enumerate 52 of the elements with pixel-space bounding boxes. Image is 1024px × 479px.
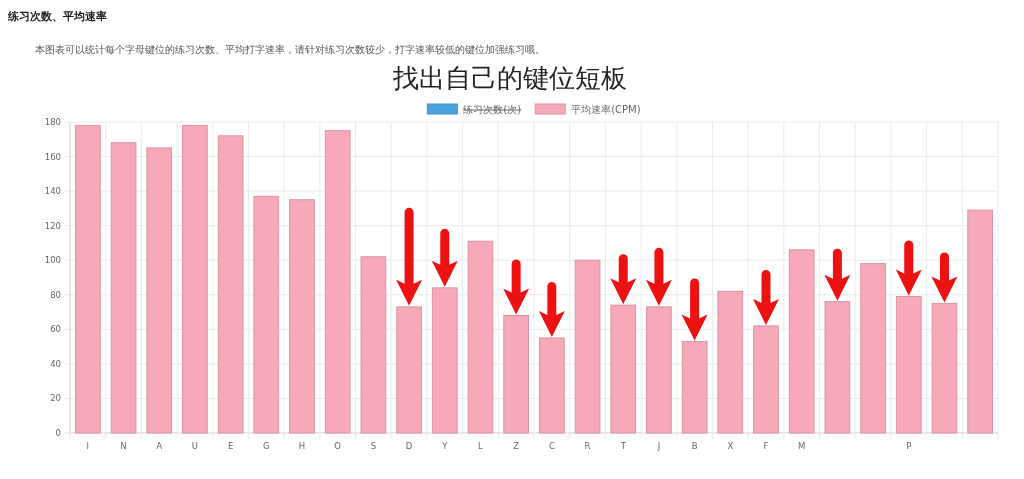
x-tick-label: M — [798, 441, 806, 451]
bar — [182, 124, 208, 434]
x-tick-label: N — [120, 441, 127, 451]
x-tick-label: U — [191, 441, 199, 451]
x-tick-label: F — [763, 441, 769, 451]
legend-label: 平均速率(CPM) — [571, 104, 641, 115]
chart-title: 找出自己的键位短板 — [392, 63, 627, 93]
bar — [360, 256, 387, 434]
x-tick-label: G — [263, 441, 270, 451]
x-tick-label: S — [370, 441, 377, 451]
bar — [967, 209, 993, 434]
bar — [574, 259, 601, 434]
y-tick-label: 100 — [44, 255, 61, 266]
x-tick-label: B — [691, 441, 698, 451]
y-tick-label: 40 — [50, 358, 61, 369]
x-tick-label: Z — [513, 441, 520, 451]
y-tick-label: 0 — [55, 428, 61, 438]
x-tick-label: A — [156, 441, 163, 451]
x-tick-label: C — [548, 441, 555, 451]
y-tick-label: 120 — [44, 220, 61, 231]
bar — [146, 147, 173, 434]
x-tick-label: L — [478, 441, 484, 451]
bar — [324, 130, 351, 434]
x-tick-label: X — [727, 441, 734, 451]
x-tick-label: P — [906, 441, 912, 451]
x-tick-label: D — [405, 441, 413, 451]
bar — [75, 124, 101, 434]
bar — [289, 199, 315, 434]
bar — [717, 290, 744, 434]
x-tick-label: T — [619, 441, 627, 451]
bar — [110, 142, 137, 434]
y-tick-label: 20 — [50, 393, 61, 404]
bar — [253, 195, 280, 434]
bar — [788, 249, 815, 434]
legend-label: 练习次数(次) — [463, 104, 522, 115]
x-tick-label: I — [86, 441, 90, 451]
y-tick-label: 160 — [44, 151, 61, 162]
bar — [467, 240, 494, 434]
x-tick-label: R — [584, 441, 591, 451]
bar — [860, 263, 886, 434]
x-tick-label: O — [334, 441, 342, 451]
x-tick-label: H — [298, 441, 306, 451]
y-tick-label: 140 — [44, 186, 61, 197]
y-tick-label: 60 — [50, 324, 61, 335]
x-tick-label: Y — [441, 441, 449, 451]
bar — [217, 135, 244, 434]
x-tick-label: E — [227, 441, 234, 451]
chart-subtitle: 本图表可以统计每个字母键位的练习次数、平均打字速率，请针对练习次数较少，打字速率较低的键位加强练习哦。 — [35, 44, 545, 55]
text: 练习次数、平均速率 — [7, 10, 107, 23]
y-tick-label: 180 — [44, 117, 61, 127]
y-tick-label: 80 — [50, 289, 61, 300]
x-tick-label: J — [656, 441, 661, 451]
